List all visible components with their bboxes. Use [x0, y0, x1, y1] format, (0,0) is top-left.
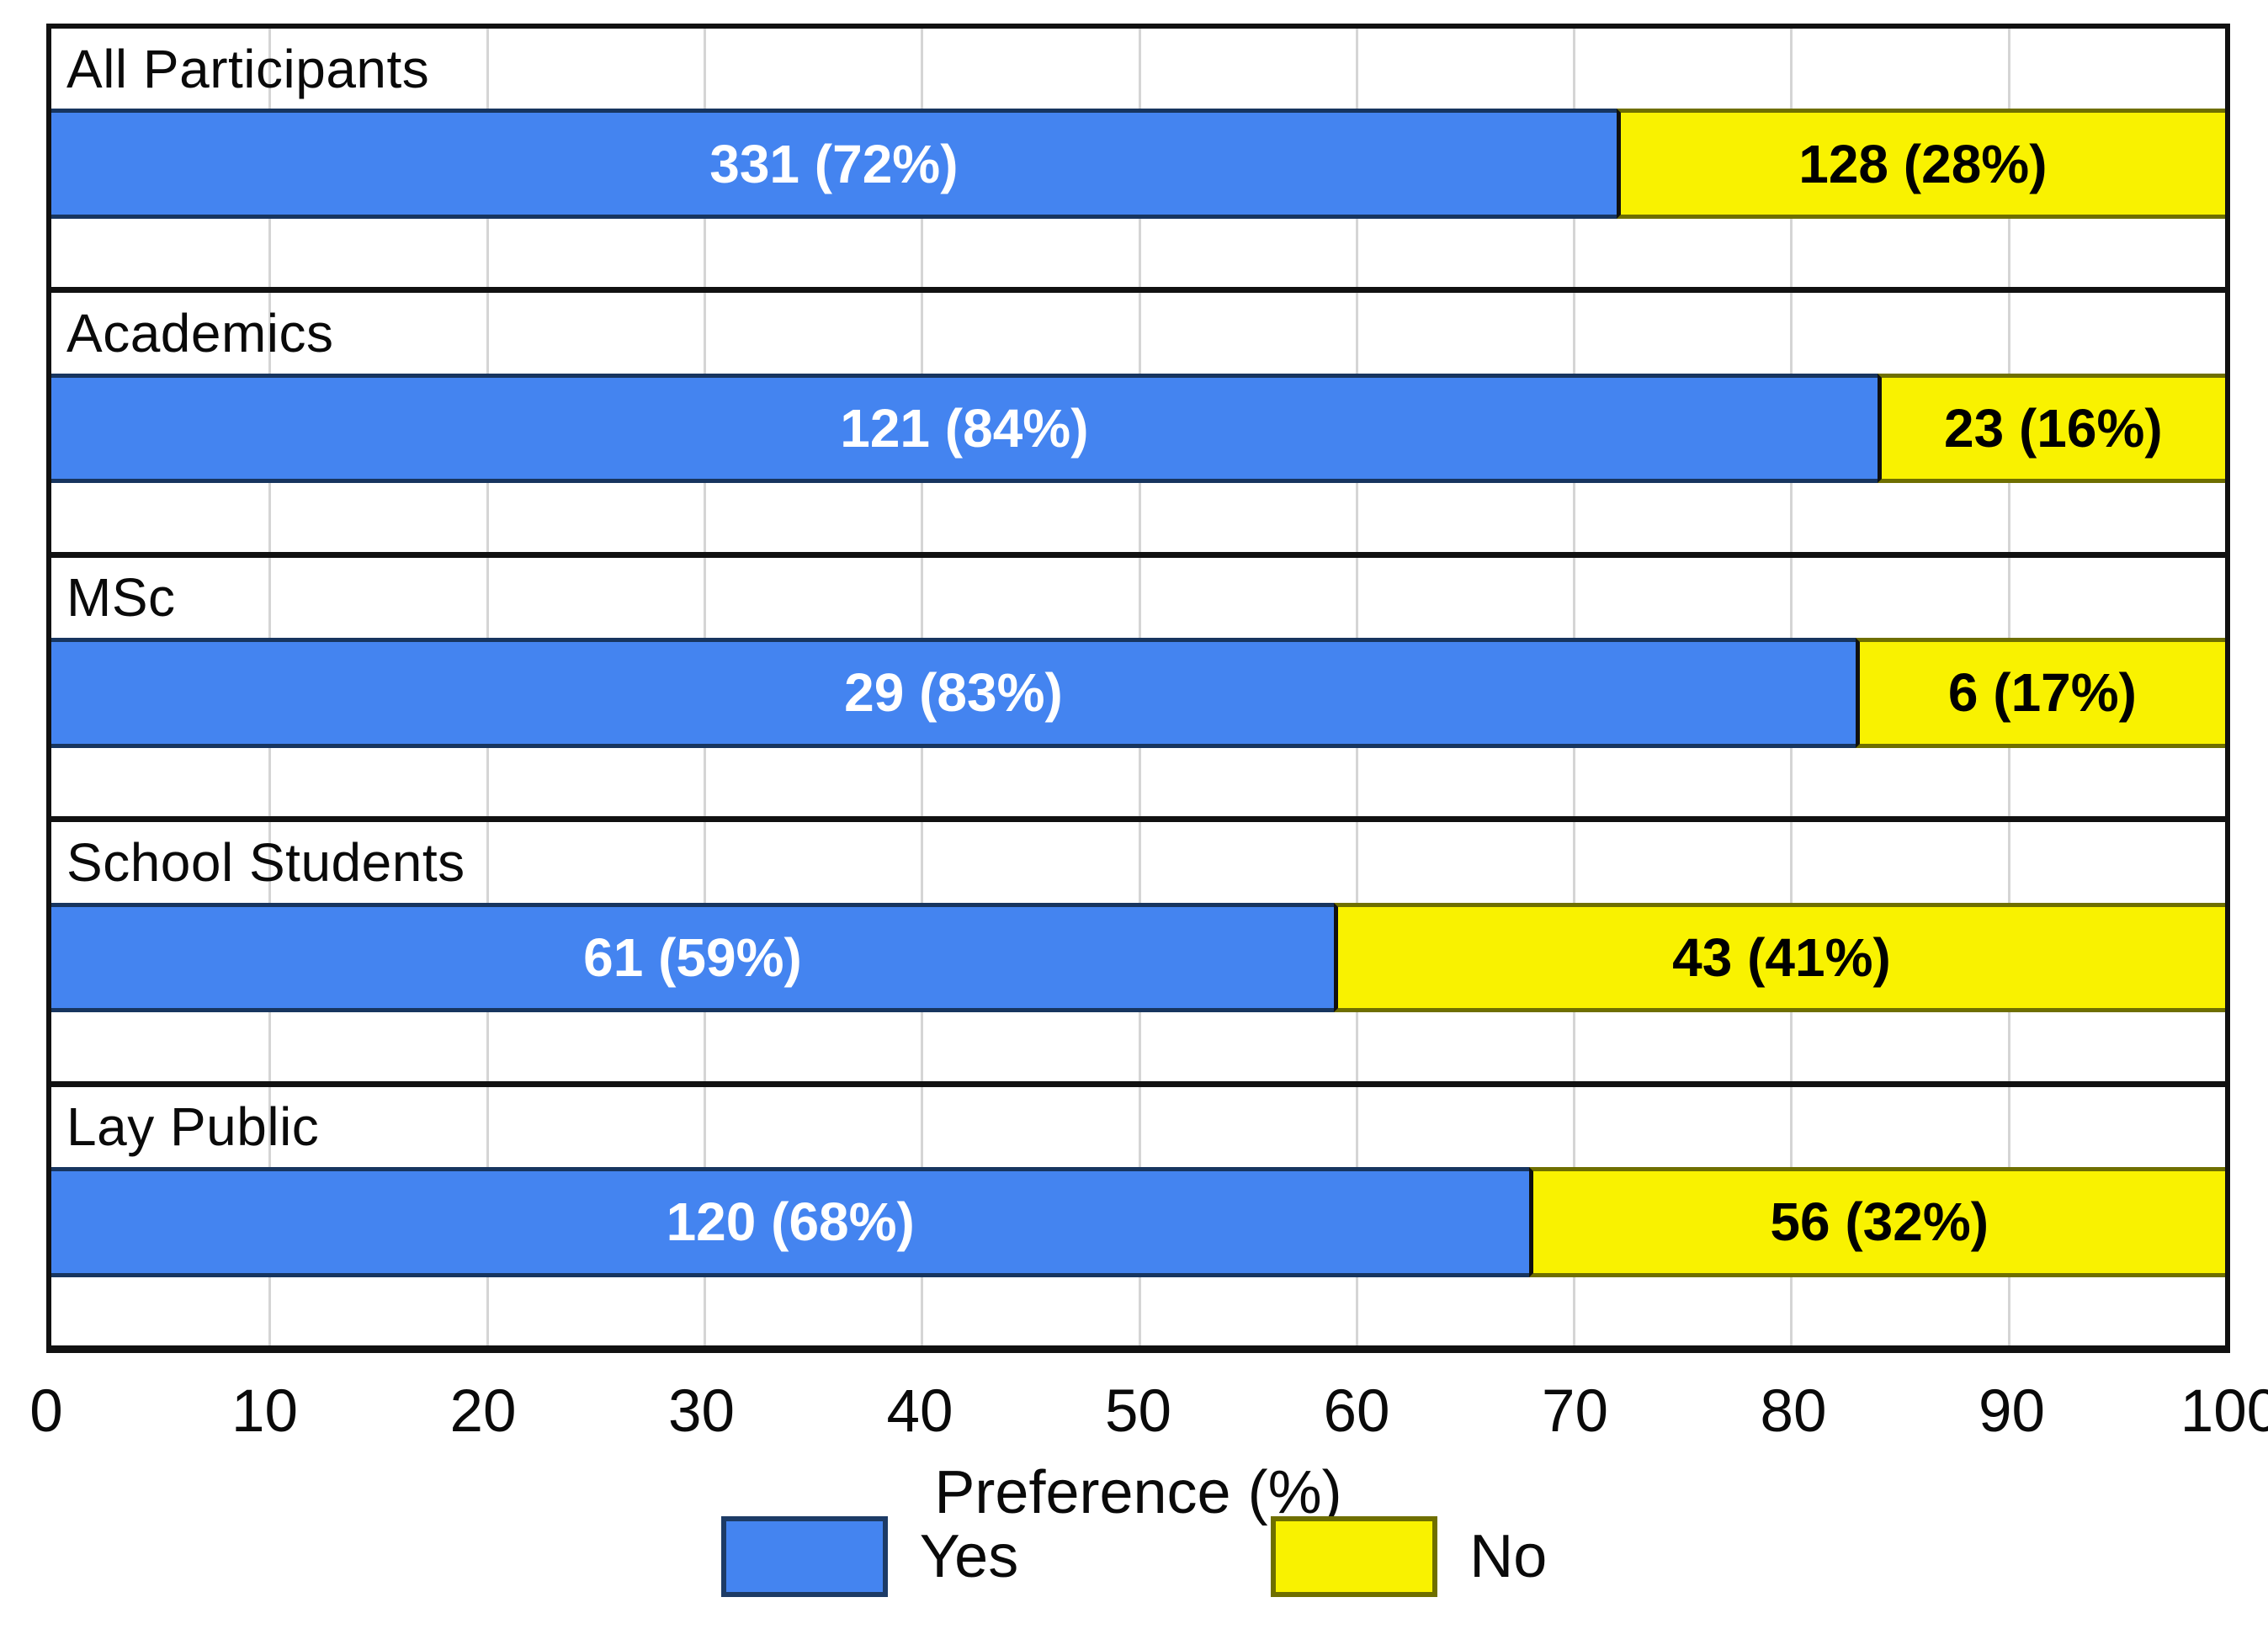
no-bar-value: 128 (28%) [1798, 133, 2048, 194]
group-label: School Students [66, 831, 465, 893]
no-bar: 6 (17%) [1855, 638, 2225, 748]
spacer-row [51, 219, 2225, 287]
plot-area: All Participants 331 (72%) 128 (28%) Academ… [46, 24, 2230, 1353]
group-panel: Lay Public 120 (68%) 56 (32%) [51, 1086, 2225, 1346]
yes-bar: 331 (72%) [51, 109, 1617, 219]
x-tick-label: 30 [668, 1378, 735, 1445]
no-bar-value: 6 (17%) [1947, 662, 2137, 724]
no-bar-value: 43 (41%) [1672, 926, 1891, 988]
group-label: MSc [66, 567, 176, 629]
x-tick-label: 50 [1105, 1378, 1171, 1445]
legend: Yes No [0, 1516, 2268, 1597]
x-tick-label: 10 [231, 1378, 298, 1445]
legend-item: No [1271, 1516, 1547, 1597]
x-tick-label: 60 [1323, 1378, 1390, 1445]
legend-label: No [1469, 1523, 1548, 1590]
group-label-row: Academics [51, 293, 2225, 373]
group-label: Lay Public [66, 1096, 320, 1158]
x-tick-label: 100 [2180, 1378, 2268, 1445]
yes-bar: 121 (84%) [51, 373, 1878, 484]
yes-bar: 61 (59%) [51, 902, 1334, 1013]
yes-bar-value: 120 (68%) [666, 1191, 915, 1253]
spacer-row [51, 483, 2225, 551]
yes-swatch [720, 1516, 888, 1597]
group-panel: School Students 61 (59%) 43 (41%) [51, 822, 2225, 1087]
bar-row: 61 (59%) 43 (41%) [51, 902, 2225, 1013]
bar-row: 29 (83%) 6 (17%) [51, 638, 2225, 748]
yes-bar-value: 29 (83%) [844, 662, 1063, 724]
yes-bar-value: 121 (84%) [840, 398, 1089, 459]
bar-row: 120 (68%) 56 (32%) [51, 1166, 2225, 1277]
bar-row: 121 (84%) 23 (16%) [51, 373, 2225, 484]
legend-item: Yes [720, 1516, 1019, 1597]
group-label: Academics [66, 303, 334, 364]
group-label-row: Lay Public [51, 1087, 2225, 1167]
yes-bar: 120 (68%) [51, 1166, 1530, 1277]
group-label-row: MSc [51, 558, 2225, 638]
spacer-row [51, 1277, 2225, 1345]
x-tick-label: 20 [449, 1378, 517, 1445]
group-panel: Academics 121 (84%) 23 (16%) [51, 293, 2225, 558]
x-tick-label: 0 [29, 1378, 63, 1445]
group-panel: All Participants 331 (72%) 128 (28%) [51, 29, 2225, 294]
group-label: All Participants [66, 38, 430, 99]
yes-bar-value: 331 (72%) [709, 133, 959, 194]
x-tick-label: 90 [1979, 1378, 2045, 1445]
x-axis-title: Preference (%) [934, 1459, 1342, 1526]
x-tick-label: 40 [886, 1378, 953, 1445]
no-bar: 56 (32%) [1529, 1166, 2225, 1277]
bar-row: 331 (72%) 128 (28%) [51, 109, 2225, 219]
x-axis: 0 10 20 30 40 50 60 70 80 90 100 [29, 1353, 2268, 1454]
x-tick-label: 70 [1542, 1378, 1608, 1445]
no-bar: 43 (41%) [1333, 902, 2225, 1013]
group-panel: MSc 29 (83%) 6 (17%) [51, 557, 2225, 823]
x-tick-label: 80 [1760, 1378, 1827, 1445]
legend-label: Yes [919, 1523, 1019, 1590]
no-bar: 128 (28%) [1616, 109, 2225, 219]
spacer-row [51, 1012, 2225, 1080]
no-bar-value: 23 (16%) [1944, 398, 2163, 459]
yes-bar-value: 61 (59%) [583, 926, 802, 988]
spacer-row [51, 748, 2225, 816]
group-label-row: School Students [51, 822, 2225, 902]
group-label-row: All Participants [51, 29, 2225, 109]
no-swatch [1271, 1516, 1438, 1597]
yes-bar: 29 (83%) [51, 638, 1856, 748]
no-bar: 23 (16%) [1877, 373, 2225, 484]
no-bar-value: 56 (32%) [1770, 1191, 1989, 1253]
